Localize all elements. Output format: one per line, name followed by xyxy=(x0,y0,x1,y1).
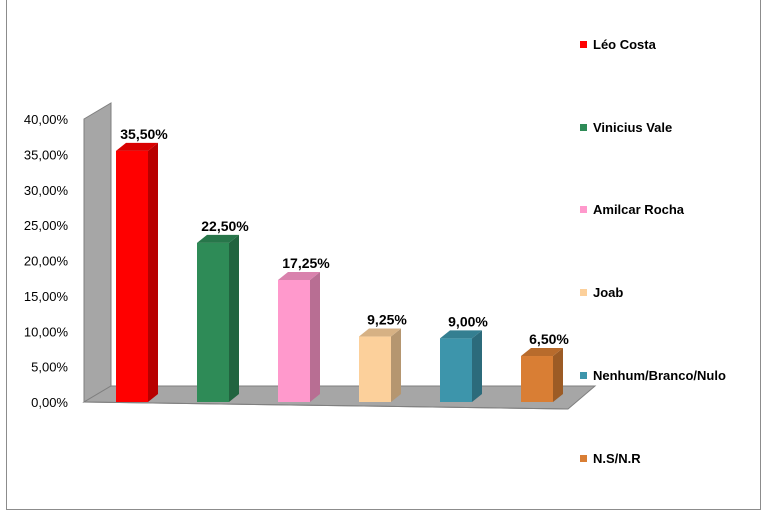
bar xyxy=(521,348,563,402)
bar-data-label: 35,50% xyxy=(120,126,168,142)
y-tick-label: 30,00% xyxy=(24,183,69,198)
bar xyxy=(359,328,401,402)
bar-front xyxy=(116,150,148,402)
bar-side xyxy=(472,330,482,402)
bar-side xyxy=(229,234,239,402)
bar-side xyxy=(310,271,320,402)
data-labels: 35,50% 22,50% 17,25% 9,25% 9,00% 6,50% xyxy=(120,126,569,347)
bar xyxy=(440,330,482,402)
bar xyxy=(197,234,239,402)
legend-swatch xyxy=(580,206,587,213)
legend-swatch xyxy=(580,41,587,48)
y-axis-ticks: 0,00% 5,00% 10,00% 15,00% 20,00% 25,00% 30,00%… xyxy=(24,112,69,410)
legend-swatch xyxy=(580,455,587,462)
legend-label: Amilcar Rocha xyxy=(593,202,685,217)
bar-top xyxy=(359,328,401,337)
bar-front xyxy=(521,356,553,402)
y-tick-label: 10,00% xyxy=(24,324,69,339)
bar-top xyxy=(440,330,482,339)
bar-side xyxy=(391,328,401,402)
bar xyxy=(278,271,320,402)
bar-front xyxy=(359,336,391,402)
bar-top xyxy=(278,271,320,280)
legend-label: Nenhum/Branco/Nulo xyxy=(593,368,726,383)
bar-data-label: 17,25% xyxy=(282,255,330,271)
legend-item: Léo Costa xyxy=(580,37,656,52)
y-tick-label: 40,00% xyxy=(24,112,69,127)
legend-label: Léo Costa xyxy=(593,37,656,52)
chart-walls xyxy=(82,102,597,410)
legend-item: Amilcar Rocha xyxy=(580,202,684,217)
legend-label: Joab xyxy=(593,285,624,300)
legend-swatch xyxy=(580,289,587,296)
floor-edge xyxy=(83,401,569,410)
y-tick-label: 20,00% xyxy=(24,254,69,269)
y-tick-label: 35,00% xyxy=(24,147,69,162)
y-tick-label: 25,00% xyxy=(24,218,69,233)
bar-data-label: 6,50% xyxy=(529,331,569,347)
bar-front xyxy=(440,338,472,402)
y-tick-label: 5,00% xyxy=(31,360,68,375)
bar-top xyxy=(116,142,158,151)
bar-top xyxy=(521,348,563,357)
y-tick-label: 0,00% xyxy=(31,395,68,410)
bar-data-label: 9,25% xyxy=(367,312,407,328)
side-wall xyxy=(83,102,112,403)
legend-item: Nenhum/Branco/Nulo xyxy=(580,368,726,383)
bar-side xyxy=(148,142,158,402)
bar-side xyxy=(553,348,563,402)
bar-top xyxy=(197,234,239,243)
bar-data-label: 9,00% xyxy=(448,313,488,329)
bar-front xyxy=(197,242,229,402)
legend-swatch xyxy=(580,372,587,379)
legend-label: N.S/N.R xyxy=(593,451,641,466)
legend-item: N.S/N.R xyxy=(580,451,641,466)
legend-swatch xyxy=(580,124,587,131)
legend-item: Vinicius Vale xyxy=(580,120,672,135)
bar xyxy=(116,142,158,402)
bar-front xyxy=(278,279,310,402)
legend-item: Joab xyxy=(580,285,623,300)
chart-bars xyxy=(116,142,563,402)
bar-data-label: 22,50% xyxy=(201,218,249,234)
y-tick-label: 15,00% xyxy=(24,289,69,304)
legend-label: Vinicius Vale xyxy=(593,120,673,135)
